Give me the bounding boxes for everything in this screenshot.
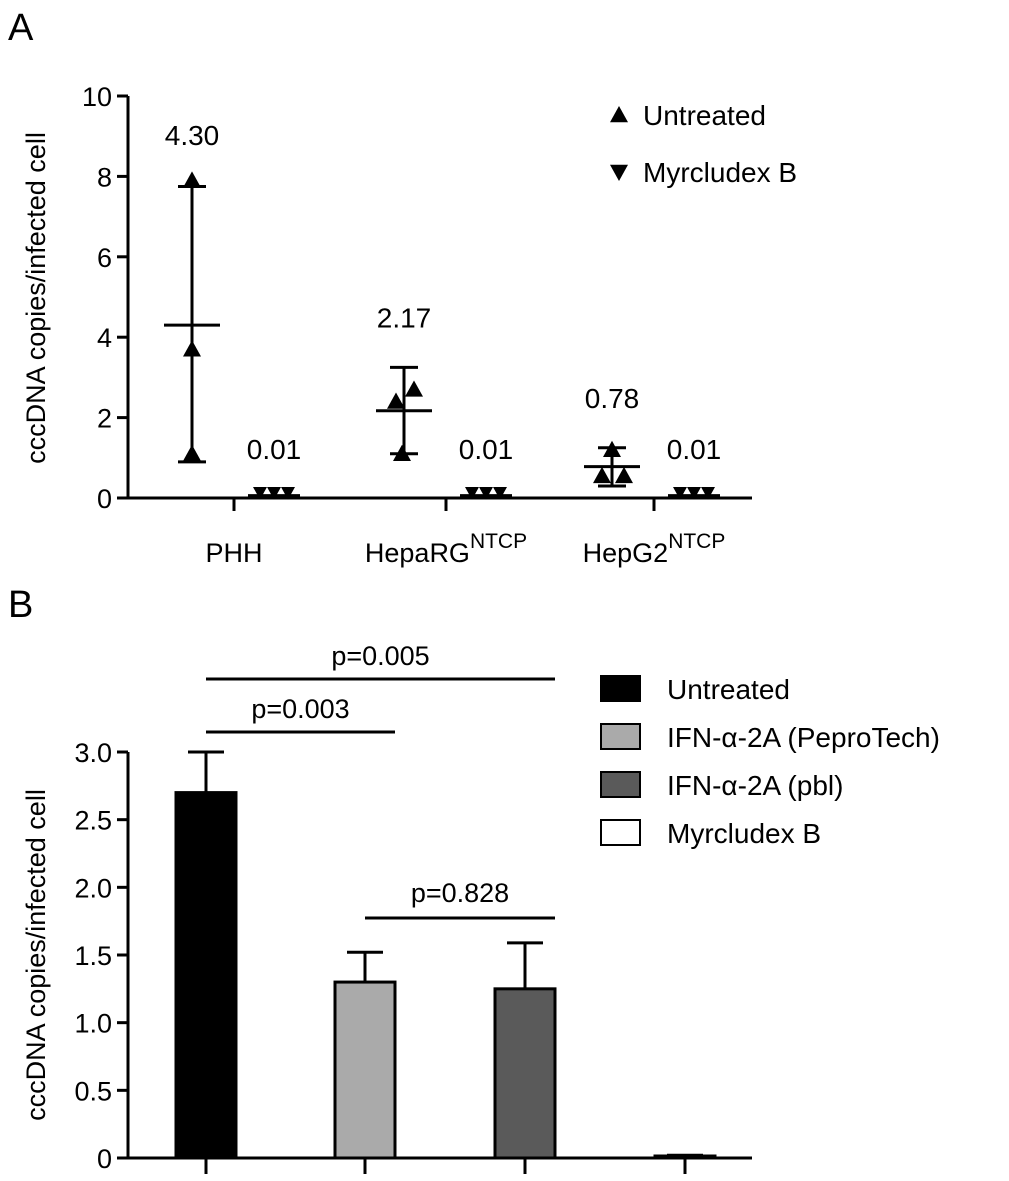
legend-myrcludex-marker xyxy=(610,164,628,181)
myrcludex-mean-label: 0.01 xyxy=(667,434,722,465)
legend-myrcludex-label: Myrcludex B xyxy=(643,157,797,188)
panel-b-y-tick-label: 0 xyxy=(97,1144,112,1174)
panel-a-letter: A xyxy=(8,7,34,49)
bar xyxy=(174,791,238,1160)
myrcludex-point xyxy=(493,486,507,500)
untreated-point xyxy=(603,440,621,457)
untreated-point xyxy=(615,466,633,484)
panel-b-y-tick-label: 2.5 xyxy=(74,806,112,836)
panel-a-y-tick-label: 8 xyxy=(97,162,112,192)
panel-a-y-tick-label: 0 xyxy=(97,484,112,514)
legend-swatch xyxy=(600,771,641,798)
panel-a: A cccDNA copies/infected cell 0 2 4 6 8 10 PHH… xyxy=(8,7,797,568)
panel-a-x-tick-label: PHH xyxy=(205,538,262,568)
panel-b-y-tick-label: 2.0 xyxy=(74,873,112,903)
myrcludex-mean-label: 0.01 xyxy=(247,434,302,465)
myrcludex-point xyxy=(267,486,281,500)
panel-a-y-tick-label: 10 xyxy=(82,82,112,112)
bar xyxy=(653,1154,717,1160)
panel-a-x-tick-label-base: HepG2 xyxy=(583,538,669,568)
myrcludex-point xyxy=(701,486,715,500)
legend-swatch xyxy=(600,819,641,846)
untreated-mean-label: 4.30 xyxy=(165,120,220,151)
panel-a-y-tick-label: 2 xyxy=(97,404,112,434)
myrcludex-point xyxy=(687,486,701,500)
panel-b-legend: Untreated IFN-α-2A (PeproTech) IFN-α-2A (p… xyxy=(600,674,940,849)
panel-a-x-tick-label: HepG2NTCP xyxy=(583,530,726,568)
legend-label: Untreated xyxy=(667,674,790,705)
untreated-point xyxy=(183,340,201,357)
panel-b-y-axis-title: cccDNA copies/infected cell xyxy=(21,789,51,1121)
legend-untreated-label: Untreated xyxy=(643,100,766,131)
myrcludex-point xyxy=(673,486,687,500)
panel-b-y-tick-label: 1.0 xyxy=(74,1009,112,1039)
myrcludex-point xyxy=(479,486,493,500)
legend-untreated-marker xyxy=(610,106,628,123)
comparison-p-value: p=0.003 xyxy=(251,694,349,724)
comparison-p-value: p=0.828 xyxy=(411,878,509,908)
legend-label: IFN-α-2A (pbl) xyxy=(667,770,843,801)
bar xyxy=(333,980,397,1160)
panel-b-letter: B xyxy=(8,584,33,626)
panel-b-y-tick-label: 3.0 xyxy=(74,738,112,768)
panel-a-legend: Untreated Myrcludex B xyxy=(610,100,797,188)
panel-a-x-tick-label-sup: NTCP xyxy=(668,530,725,553)
untreated-point xyxy=(393,444,411,461)
myrcludex-mean-label: 0.01 xyxy=(459,434,514,465)
panel-a-y-tick-label: 4 xyxy=(97,323,112,353)
panel-b: B cccDNA copies/infected cell 0 0.5 1.0 1.5… xyxy=(8,584,940,1174)
untreated-point xyxy=(405,380,423,397)
panel-a-y-axis-title: cccDNA copies/infected cell xyxy=(21,132,51,464)
legend-swatch xyxy=(600,723,641,750)
myrcludex-point xyxy=(465,486,479,500)
myrcludex-point xyxy=(253,486,267,500)
untreated-point xyxy=(387,392,405,409)
panel-a-x-tick-label: HepaRGNTCP xyxy=(365,530,527,568)
bar xyxy=(493,987,557,1160)
legend-swatch xyxy=(600,675,641,702)
panel-b-comparisons: p=0.005 p=0.003 p=0.828 xyxy=(206,641,555,920)
legend-label: IFN-α-2A (PeproTech) xyxy=(667,722,940,753)
untreated-mean-label: 0.78 xyxy=(585,383,640,414)
myrcludex-point xyxy=(281,486,295,500)
untreated-point xyxy=(183,171,201,188)
panel-a-marks: 4.30 2.17 0.78 0.01 0.01 0.01 xyxy=(164,120,721,500)
panel-a-x-tick-label-base: HepaRG xyxy=(365,538,470,568)
panel-a-x-tick-label-sup: NTCP xyxy=(470,530,527,553)
panel-a-x-tick-label-base: PHH xyxy=(205,538,262,568)
legend-label: Myrcludex B xyxy=(667,818,821,849)
panel-a-y-tick-label: 6 xyxy=(97,243,112,273)
comparison-p-value: p=0.005 xyxy=(331,641,429,671)
untreated-point xyxy=(183,444,201,461)
panel-b-marks xyxy=(174,750,717,1160)
untreated-mean-label: 2.17 xyxy=(377,302,432,333)
untreated-point xyxy=(593,466,611,484)
panel-b-y-tick-label: 1.5 xyxy=(74,941,112,971)
panel-b-y-tick-label: 0.5 xyxy=(74,1076,112,1106)
